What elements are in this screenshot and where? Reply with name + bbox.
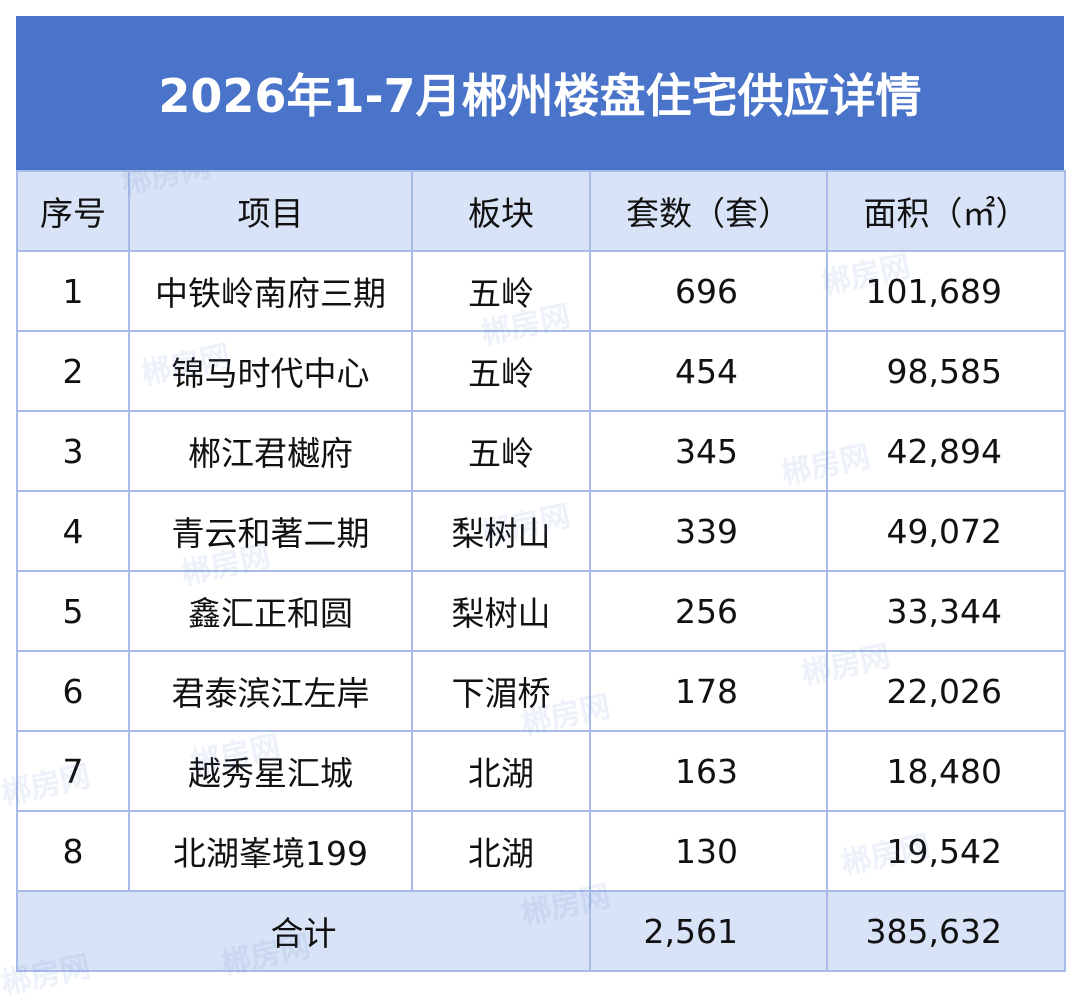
table-cell: 345	[589, 410, 828, 492]
data-row: 6 君泰滨江左岸 下湄桥 178 22,026	[16, 650, 1066, 732]
data-row: 1 中铁岭南府三期 五岭 696 101,689	[16, 250, 1066, 332]
table-cell: 越秀星汇城	[128, 730, 413, 812]
header-cell: 序号	[16, 170, 130, 252]
data-row: 8 北湖峯境199 北湖 130 19,542	[16, 810, 1066, 892]
table-cell: 梨树山	[411, 570, 591, 652]
data-row: 5 鑫汇正和圆 梨树山 256 33,344	[16, 570, 1066, 652]
supply-table: 序号 项目 板块 套数（套） 面积（㎡） 1 中铁岭南府三期 五岭 696 101,689 2 锦马…	[16, 170, 1066, 972]
table-title: 2026年1-7月郴州楼盘住宅供应详情	[16, 16, 1064, 170]
table-cell: 130	[589, 810, 828, 892]
table-cell: 18,480	[826, 730, 1066, 812]
table-cell: 北湖	[411, 730, 591, 812]
table-cell: 8	[16, 810, 130, 892]
table-cell: 33,344	[826, 570, 1066, 652]
total-area: 385,632	[826, 890, 1066, 972]
table-cell: 1	[16, 250, 130, 332]
table-cell: 中铁岭南府三期	[128, 250, 413, 332]
header-cell: 面积（㎡）	[826, 170, 1066, 252]
table-head: 序号 项目 板块 套数（套） 面积（㎡）	[16, 170, 1066, 252]
data-row: 3 郴江君樾府 五岭 345 42,894	[16, 410, 1066, 492]
table-body: 1 中铁岭南府三期 五岭 696 101,689 2 锦马时代中心 五岭 454 98,585 3 郴…	[16, 250, 1066, 972]
table-cell: 青云和著二期	[128, 490, 413, 572]
table-cell: 256	[589, 570, 828, 652]
table-cell: 5	[16, 570, 130, 652]
table-cell: 北湖	[411, 810, 591, 892]
data-row: 4 青云和著二期 梨树山 339 49,072	[16, 490, 1066, 572]
table-cell: 163	[589, 730, 828, 812]
table-cell: 7	[16, 730, 130, 812]
table-cell: 22,026	[826, 650, 1066, 732]
table-cell: 2	[16, 330, 130, 412]
table-cell: 五岭	[411, 410, 591, 492]
table-card: 2026年1-7月郴州楼盘住宅供应详情 序号 项目 板块 套数（套） 面积（㎡） 1 中铁…	[16, 16, 1066, 972]
table-cell: 梨树山	[411, 490, 591, 572]
header-row: 序号 项目 板块 套数（套） 面积（㎡）	[16, 170, 1066, 252]
data-row: 2 锦马时代中心 五岭 454 98,585	[16, 330, 1066, 412]
table-cell: 101,689	[826, 250, 1066, 332]
table-cell: 339	[589, 490, 828, 572]
table-cell: 郴江君樾府	[128, 410, 413, 492]
table-cell: 49,072	[826, 490, 1066, 572]
table-cell: 五岭	[411, 330, 591, 412]
total-row: 合计 2,561 385,632	[16, 890, 1066, 972]
table-cell: 696	[589, 250, 828, 332]
table-cell: 6	[16, 650, 130, 732]
table-cell: 98,585	[826, 330, 1066, 412]
table-cell: 4	[16, 490, 130, 572]
total-count: 2,561	[589, 890, 828, 972]
table-cell: 五岭	[411, 250, 591, 332]
total-label: 合计	[16, 890, 591, 972]
table-cell: 锦马时代中心	[128, 330, 413, 412]
table-cell: 下湄桥	[411, 650, 591, 732]
table-cell: 鑫汇正和圆	[128, 570, 413, 652]
header-cell: 项目	[128, 170, 413, 252]
table-cell: 君泰滨江左岸	[128, 650, 413, 732]
table-cell: 北湖峯境199	[128, 810, 413, 892]
table-cell: 19,542	[826, 810, 1066, 892]
table-cell: 3	[16, 410, 130, 492]
header-cell: 套数（套）	[589, 170, 828, 252]
header-cell: 板块	[411, 170, 591, 252]
data-row: 7 越秀星汇城 北湖 163 18,480	[16, 730, 1066, 812]
table-cell: 42,894	[826, 410, 1066, 492]
table-cell: 454	[589, 330, 828, 412]
table-cell: 178	[589, 650, 828, 732]
